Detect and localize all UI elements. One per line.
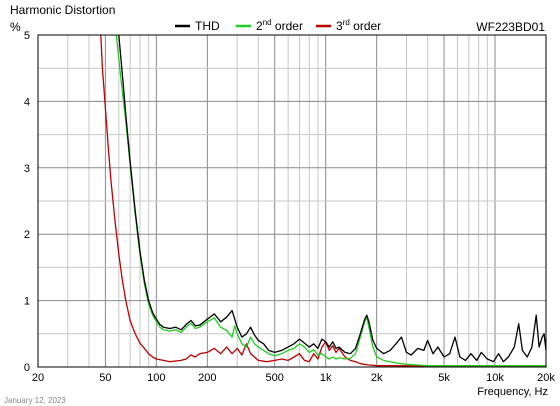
x-tick-label: 10k bbox=[486, 372, 504, 384]
y-tick-label: 3 bbox=[24, 163, 30, 175]
legend-label: 3rd order bbox=[336, 18, 381, 33]
x-tick-label: 50 bbox=[99, 372, 111, 384]
x-tick-label: 200 bbox=[198, 372, 216, 384]
x-axis-label: Frequency, Hz bbox=[477, 386, 548, 398]
grid bbox=[38, 35, 546, 367]
y-tick-label: 5 bbox=[24, 30, 30, 42]
legend-label: 2nd order bbox=[256, 18, 303, 33]
y-axis-label: % bbox=[10, 20, 21, 34]
y-tick-labels: 0 1 2 3 4 5 bbox=[24, 30, 30, 374]
y-tick-label: 0 bbox=[24, 362, 30, 374]
model-label: WF223BD01 bbox=[476, 20, 545, 34]
chart-title: Harmonic Distortion bbox=[10, 3, 115, 17]
legend-label: THD bbox=[195, 19, 220, 33]
y-tick-label: 4 bbox=[24, 96, 30, 108]
series-group bbox=[100, 34, 547, 367]
x-tick-label: 20k bbox=[537, 372, 555, 384]
x-tick-label: 500 bbox=[266, 372, 284, 384]
x-tick-labels: 20 50 100 200 500 1k 2k 5k 10k 20k bbox=[32, 372, 555, 384]
y-tick-label: 1 bbox=[24, 296, 30, 308]
x-tick-label: 1k bbox=[320, 372, 332, 384]
y-tick-label: 2 bbox=[24, 229, 30, 241]
x-tick-label: 2k bbox=[371, 372, 383, 384]
series-line-2nd-order bbox=[115, 34, 546, 367]
series-line-thd bbox=[118, 34, 547, 363]
legend: THD 2nd order 3rd order bbox=[175, 18, 381, 33]
x-tick-label: 5k bbox=[438, 372, 450, 384]
x-tick-label: 20 bbox=[32, 372, 44, 384]
series-line-3rd-order bbox=[100, 34, 546, 367]
plot-frame bbox=[37, 34, 547, 368]
footer-date: January 12, 2023 bbox=[4, 396, 66, 405]
x-tick-label: 100 bbox=[147, 372, 165, 384]
